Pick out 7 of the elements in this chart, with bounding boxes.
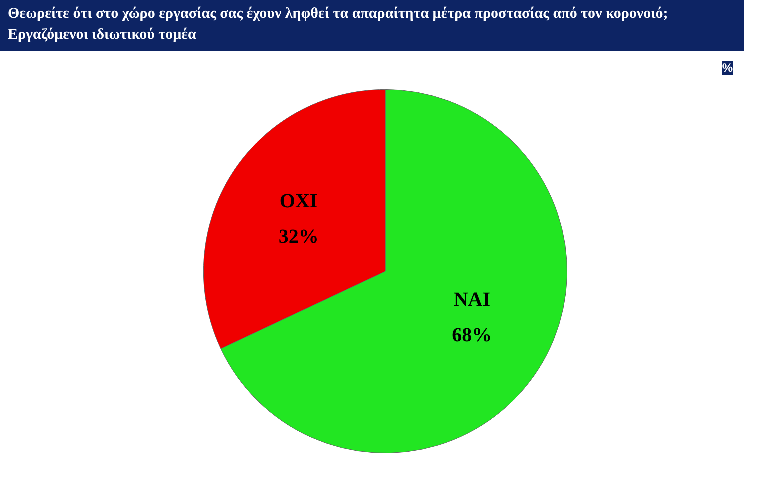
slice-label: ΝΑΙ xyxy=(454,288,491,311)
chart-title: Θεωρείτε ότι στο χώρο εργασίας σας έχουν ληφθεί τα απαραίτητα μέτρα προστασίας από τον κορονοιό; xyxy=(8,6,668,22)
data-label: 68% xyxy=(452,324,492,346)
slice-label: ΟΧΙ xyxy=(280,190,318,213)
chart-subtitle: Εργαζόμενοι ιδιωτικού τομέα xyxy=(8,27,196,44)
text: % xyxy=(722,60,734,75)
data-label: 32% xyxy=(278,226,319,248)
